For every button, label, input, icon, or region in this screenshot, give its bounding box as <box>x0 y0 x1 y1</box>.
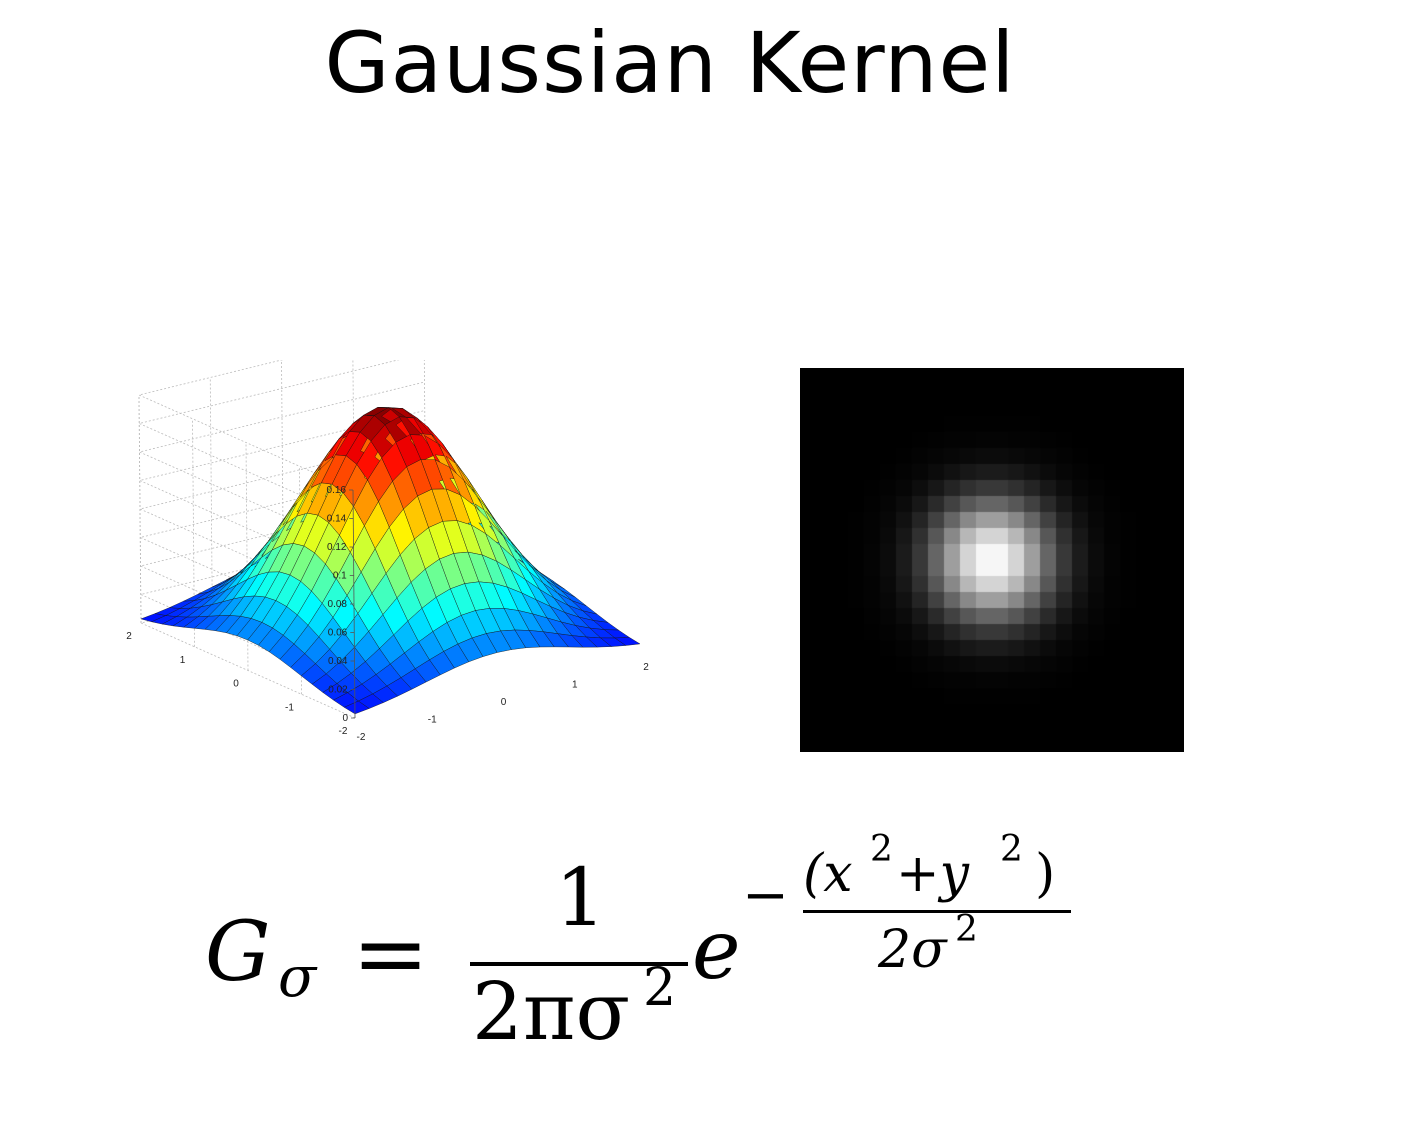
y-tick-label: 1 <box>180 655 186 666</box>
formula-exp-fraction-bar <box>803 910 1071 913</box>
slide-title: Gaussian Kernel <box>324 14 1016 112</box>
z-tick-label: 0.06 <box>328 628 348 639</box>
formula-denominator: 2πσ <box>472 965 631 1058</box>
formula-exp-numerator-open: (x <box>803 844 853 904</box>
y-tick-label: 0 <box>233 679 239 690</box>
gaussian-kernel-image <box>800 368 1184 752</box>
surface-patch <box>614 637 641 646</box>
z-tick-label: 0.04 <box>328 656 348 667</box>
formula-denominator-exponent: 2 <box>643 958 677 1018</box>
formula-exp-denominator: 2σ <box>878 920 947 980</box>
z-tick-label: 0.16 <box>327 485 347 496</box>
formula-exp-minus: − <box>742 863 789 928</box>
z-tick-label: 0.02 <box>328 685 348 696</box>
formula-lhs-symbol: G <box>205 905 271 1000</box>
z-tick-label: 0.08 <box>328 599 348 610</box>
formula-exp-numerator-sup2: 2 <box>1000 829 1023 870</box>
z-tick-label: 0.1 <box>333 571 347 582</box>
y-tick-label: 2 <box>126 631 132 642</box>
y-tick-label: -1 <box>285 702 294 713</box>
z-tick-label: 0.14 <box>327 514 347 525</box>
formula-base-e: e <box>692 903 741 998</box>
formula-numerator: 1 <box>555 851 606 944</box>
x-tick-label: 0 <box>501 697 507 708</box>
x-tick-label: 1 <box>572 680 578 691</box>
x-tick-label: 2 <box>643 662 649 673</box>
z-tick-label: 0.12 <box>327 542 347 553</box>
y-tick-label: -2 <box>339 726 348 737</box>
surface-mesh <box>140 407 641 715</box>
formula-exp-numerator-sup1: 2 <box>870 829 893 870</box>
formula-fraction-bar <box>470 962 688 966</box>
formula-exp-numerator-close: ) <box>1035 844 1056 904</box>
formula-exp-denominator-sup: 2 <box>955 909 978 950</box>
axis-ticks: 0 0.02 0.04 0.06 0.08 0.1 0.12 0.14 0.16 -2 -1 0 1 2 -… <box>126 485 649 743</box>
gaussian-surface-plot: 0 0.02 0.04 0.06 0.08 0.1 0.12 0.14 0.16 -2 -1 0 1 2 -… <box>126 360 649 743</box>
x-tick-label: -2 <box>357 732 366 743</box>
formula-exp-numerator-plus: +y <box>896 844 969 904</box>
z-tick-label: 0 <box>342 713 348 724</box>
formula-lhs-subscript: σ <box>278 945 317 1010</box>
x-tick-label: -1 <box>428 715 437 726</box>
formula-equals: = <box>352 900 430 1007</box>
